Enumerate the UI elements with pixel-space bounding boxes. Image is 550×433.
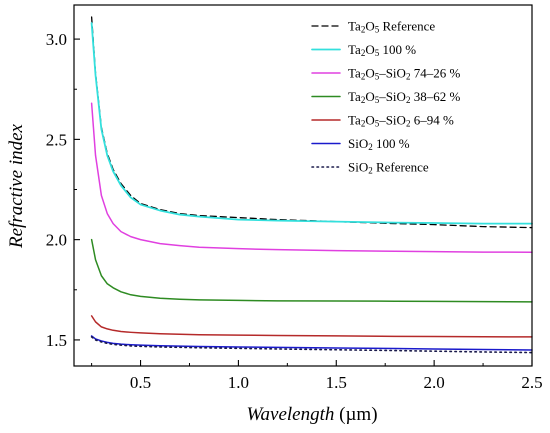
legend-label: Ta2O5–SiO2 38–62 % [348, 89, 460, 105]
x-tick-label: 0.5 [130, 373, 151, 392]
plot-border [73, 4, 533, 367]
x-tick-label: 2.0 [424, 373, 445, 392]
series-line-4 [90, 238, 533, 303]
legend-label: Ta2O5 100 % [348, 42, 416, 58]
axes: 0.5 1.0 1.5 2.0 2.5 1.5 2.0 2.5 3.0 [46, 4, 543, 392]
series-line-5 [90, 315, 533, 338]
x-axis-title: Wavelength (µm) [246, 404, 377, 425]
y-tick-label: 3.0 [46, 30, 67, 49]
legend-label: Ta2O5 Reference [348, 19, 435, 35]
y-tick-label: 2.5 [46, 130, 67, 149]
y-tick-label: 2.0 [46, 231, 67, 250]
plot-area [74, 5, 532, 366]
series-line-3 [90, 102, 533, 254]
x-tick-label: 1.0 [228, 373, 249, 392]
x-axis-title-unit: (µm) [334, 404, 377, 425]
x-tick-label: 1.5 [326, 373, 347, 392]
legend-label: Ta2O5–SiO2 6–94 % [348, 113, 454, 129]
series-layer [90, 16, 533, 354]
y-axis-title: Refractive index [6, 123, 27, 249]
series-line-6 [90, 335, 533, 351]
legend-label: Ta2O5–SiO2 74–26 % [348, 66, 460, 82]
x-axis-title-main: Wavelength [246, 404, 334, 425]
x-tick-label: 2.5 [521, 373, 542, 392]
legend-label: SiO2 100 % [348, 136, 410, 152]
series-line-7 [90, 336, 533, 354]
y-tick-label: 1.5 [46, 331, 67, 350]
series-line-2 [90, 22, 533, 225]
legend-label: SiO2 Reference [348, 160, 429, 176]
legend: Ta2O5 Reference Ta2O5 100 % Ta2O5–SiO2 74–… [311, 19, 460, 176]
plot-background [74, 5, 532, 366]
